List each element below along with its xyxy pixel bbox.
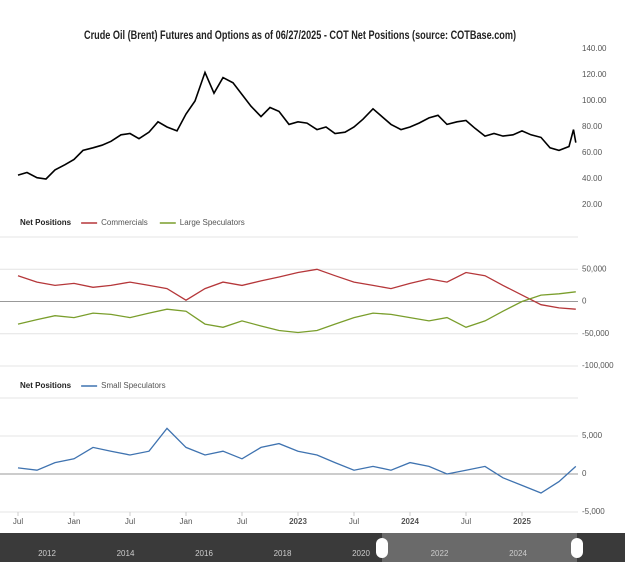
navigator-label: 2020: [352, 549, 370, 558]
legend-title: Net Positions: [20, 218, 72, 227]
navigator-label: 2018: [274, 549, 292, 558]
navigator-label: 2022: [431, 549, 449, 558]
chart-title: Crude Oil (Brent) Futures and Options as…: [84, 28, 516, 42]
y-tick-label: 50,000: [582, 264, 607, 273]
series-line: [17, 427, 577, 494]
y-tick-label: 80.00: [582, 122, 603, 131]
legend-title: Net Positions: [20, 381, 72, 390]
y-tick-label: 120.00: [582, 70, 607, 79]
x-tick-label: Jul: [13, 517, 23, 526]
y-tick-label: 140.00: [582, 44, 607, 53]
x-tick-label: Jul: [237, 517, 247, 526]
y-tick-label: 0: [582, 469, 587, 478]
x-tick-label: Jul: [125, 517, 135, 526]
y-tick-label: -5,000: [582, 507, 605, 516]
navigator-handle[interactable]: [571, 538, 583, 558]
x-tick-label: 2024: [401, 517, 419, 526]
y-tick-label: 20.00: [582, 200, 603, 209]
y-tick-label: -50,000: [582, 329, 610, 338]
series-line: [17, 268, 576, 310]
y-tick-label: 40.00: [582, 174, 603, 183]
y-tick-label: 100.00: [582, 96, 607, 105]
navigator-selection[interactable]: [382, 533, 577, 562]
series-line: [17, 291, 576, 334]
x-tick-label: Jul: [349, 517, 359, 526]
navigator-label: 2012: [38, 549, 56, 558]
legend-label: Commercials: [101, 218, 148, 227]
y-tick-label: 60.00: [582, 148, 603, 157]
x-tick-label: Jan: [180, 517, 193, 526]
navigator-label: 2024: [509, 549, 527, 558]
x-tick-label: 2025: [513, 517, 531, 526]
legend-label: Small Speculators: [101, 381, 165, 390]
y-tick-label: -100,000: [582, 361, 614, 370]
y-tick-label: 0: [582, 297, 587, 306]
navigator-label: 2014: [117, 549, 135, 558]
x-tick-label: Jan: [68, 517, 81, 526]
y-tick-label: 5,000: [582, 431, 603, 440]
x-tick-label: 2023: [289, 517, 307, 526]
x-tick-label: Jul: [461, 517, 471, 526]
series-line: [17, 70, 577, 180]
navigator-handle[interactable]: [376, 538, 388, 558]
legend-label: Large Speculators: [180, 218, 245, 227]
navigator-label: 2016: [195, 549, 213, 558]
